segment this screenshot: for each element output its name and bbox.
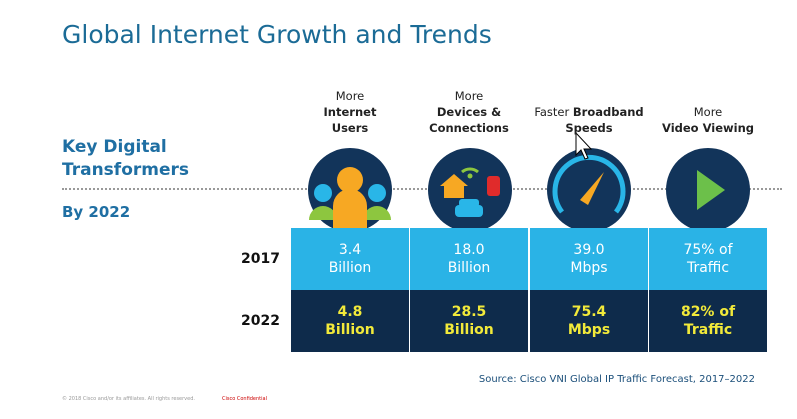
icon-devices xyxy=(428,148,512,232)
column-header: Faster Broadband Speeds xyxy=(530,104,648,136)
header-line: More xyxy=(291,88,409,104)
confidential: Cisco Confidential xyxy=(222,396,267,402)
side-subheading: By 2022 xyxy=(62,203,131,221)
header-text: Connections xyxy=(429,121,509,135)
cell-line: Billion xyxy=(444,322,494,338)
header-line: More xyxy=(410,88,528,104)
icon-speed xyxy=(547,148,631,232)
header-text: Users xyxy=(331,121,369,135)
cell-line: Mbps xyxy=(567,322,611,338)
copyright: © 2018 Cisco and/or its affiliates. All … xyxy=(62,396,195,402)
column-header: More Internet Users xyxy=(291,88,409,136)
source-note: Source: Cisco VNI Global IP Traffic Fore… xyxy=(478,374,755,385)
table-cell: 75% of Traffic xyxy=(649,228,767,290)
cell-line: 82% of xyxy=(680,304,736,320)
cell-line: Billion xyxy=(328,260,372,276)
header-text: More xyxy=(335,89,365,103)
row-label: 2022 xyxy=(241,313,280,329)
header-line: Devices & xyxy=(410,104,528,120)
cell-line: 18.0 xyxy=(453,242,485,258)
slide-title: Global Internet Growth and Trends xyxy=(62,20,492,49)
header-text: Internet xyxy=(323,105,377,119)
header-text: More xyxy=(693,105,723,119)
cell-line: 39.0 xyxy=(573,242,605,258)
header-text: Devices & xyxy=(436,105,502,119)
header-text: More xyxy=(454,89,484,103)
header-text: Video Viewing xyxy=(662,121,754,135)
cell-line: Traffic xyxy=(686,260,730,276)
cell-line: 4.8 xyxy=(337,304,363,320)
table-cell: 75.4 Mbps xyxy=(530,290,649,352)
cell-line: 3.4 xyxy=(338,242,362,258)
cell-line: Traffic xyxy=(683,322,733,338)
header-line: Users xyxy=(291,120,409,136)
header-text: Speeds xyxy=(565,121,613,135)
icon-video xyxy=(666,148,750,232)
cell-line: Billion xyxy=(325,322,375,338)
dotted-rule xyxy=(62,188,782,190)
cell-line: 75% of xyxy=(683,242,733,258)
header-line: Video Viewing xyxy=(649,120,767,136)
header-line: Internet xyxy=(291,104,409,120)
cell-line: 28.5 xyxy=(451,304,487,320)
table-cell: 4.8 Billion xyxy=(291,290,410,352)
header-line: Connections xyxy=(410,120,528,136)
column-header: More Devices & Connections xyxy=(410,88,528,136)
table-cell: 82% of Traffic xyxy=(649,290,767,352)
header-line: Faster Broadband xyxy=(530,104,648,120)
row-label: 2017 xyxy=(241,251,280,267)
cell-line: Billion xyxy=(447,260,491,276)
table-cell: 28.5 Billion xyxy=(410,290,529,352)
table-cell: 3.4 Billion xyxy=(291,228,410,290)
table-cell: 39.0 Mbps xyxy=(530,228,649,290)
table-cell: 18.0 Billion xyxy=(410,228,529,290)
icon-users xyxy=(308,148,392,232)
header-line: More xyxy=(649,104,767,120)
cursor xyxy=(575,131,593,160)
side-heading: Key Digital Transformers xyxy=(62,137,190,180)
column-header: More Video Viewing xyxy=(649,104,767,136)
cell-line: 75.4 xyxy=(571,304,607,320)
header-text: Faster xyxy=(534,105,570,119)
header-text: Broadband xyxy=(572,105,644,119)
cell-line: Mbps xyxy=(570,260,608,276)
header-line: Speeds xyxy=(530,120,648,136)
